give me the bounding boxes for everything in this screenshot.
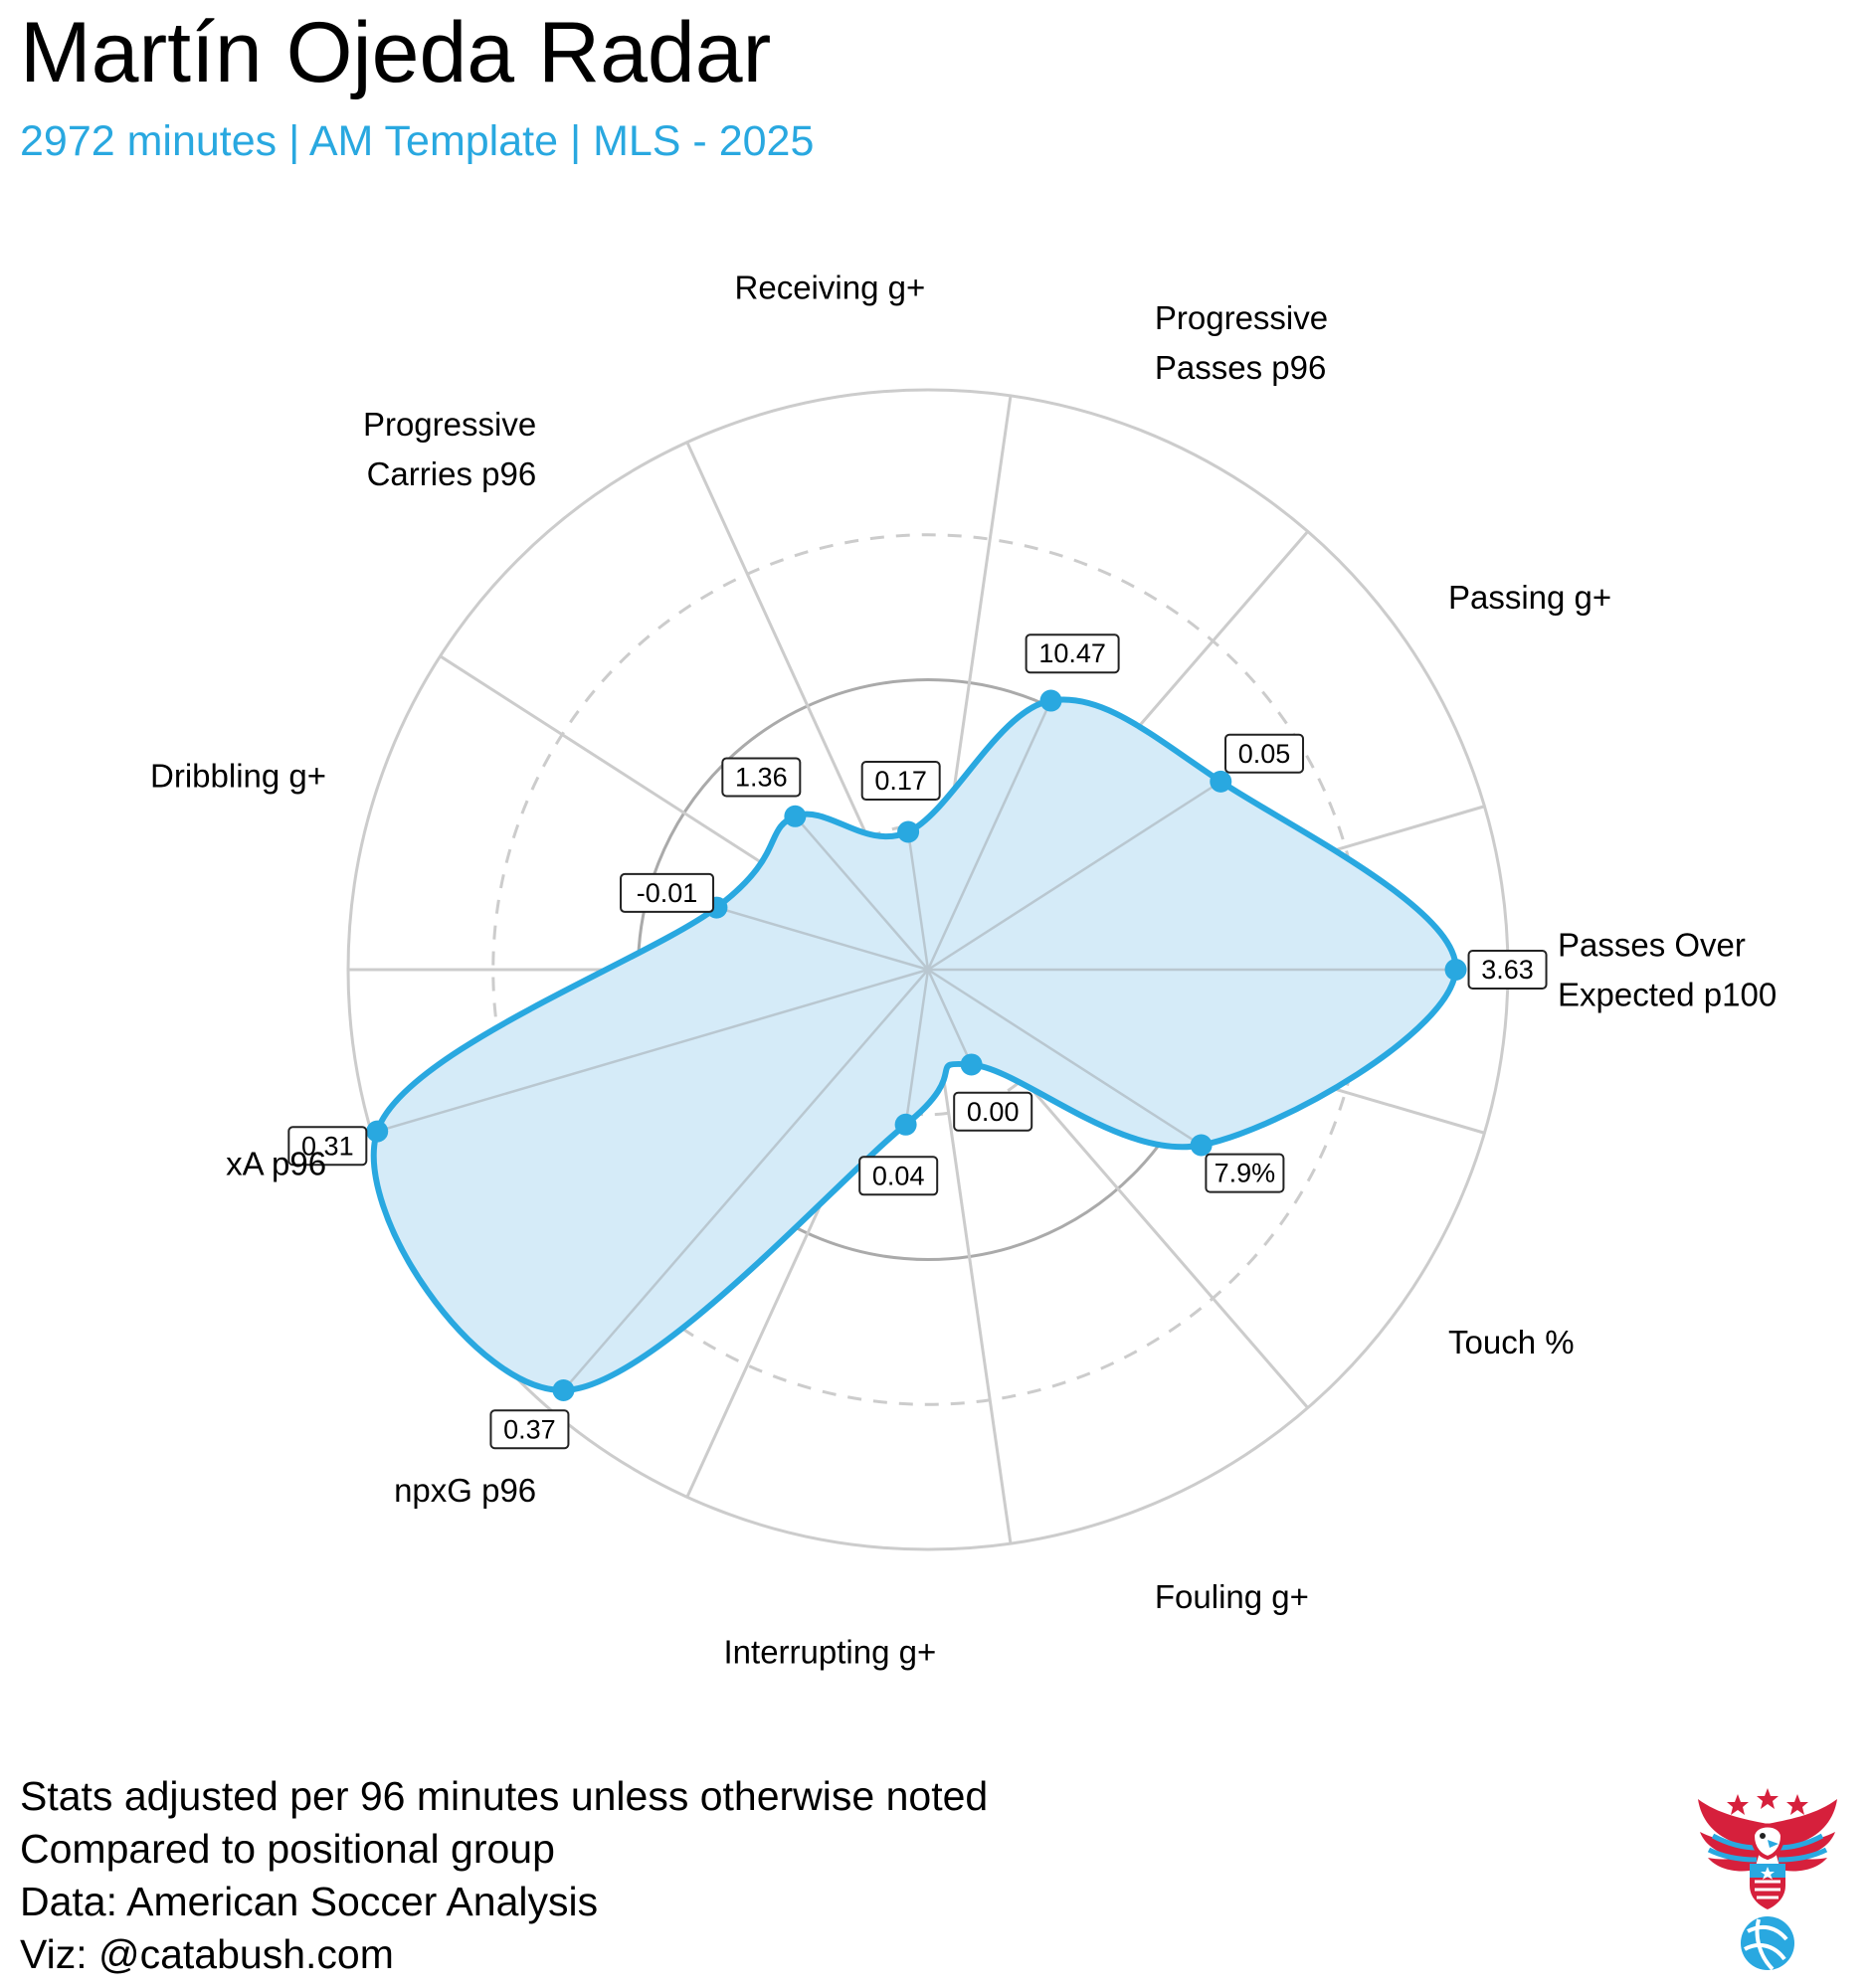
value-label: 0.31 — [287, 1126, 368, 1167]
axis-label: Progressive — [363, 406, 536, 443]
value-label: 0.04 — [858, 1156, 939, 1196]
value-label-box — [489, 1409, 570, 1450]
axis-label: Touch % — [1448, 1324, 1575, 1360]
chart-subtitle: 2972 minutes | AM Template | MLS - 2025 — [20, 117, 815, 165]
value-label-box — [1224, 733, 1305, 774]
footnote-line: Viz: @catabush.com — [20, 1931, 394, 1977]
value-label-box — [953, 1091, 1033, 1132]
value-label-box — [1467, 950, 1548, 990]
value-spoke — [376, 968, 929, 1133]
value-label-text: 7.9% — [1215, 1159, 1276, 1188]
value-spoke — [926, 700, 1052, 971]
value-spoke — [927, 780, 1221, 972]
value-label-box — [620, 872, 715, 913]
value-label: -0.01 — [620, 872, 715, 913]
eagle-head-icon — [1750, 1823, 1785, 1861]
data-point — [366, 1120, 389, 1143]
data-point — [552, 1378, 575, 1401]
value-label-box — [858, 1156, 939, 1196]
eagle-soccer-ball-logo — [1698, 1788, 1837, 1971]
data-point — [1039, 689, 1062, 712]
value-label: 1.36 — [721, 757, 802, 798]
value-label: 10.47 — [1025, 633, 1120, 674]
axis-label: Dribbling g+ — [150, 757, 326, 794]
axis-label: Progressive — [1155, 299, 1328, 336]
axis-label: Interrupting g+ — [724, 1633, 937, 1670]
value-label-box — [1205, 1153, 1285, 1193]
value-spoke — [906, 831, 930, 971]
data-point — [1210, 770, 1232, 793]
value-spoke — [904, 969, 930, 1125]
radar-chart: 3.63 0.05 10.47 0.17 1.36 -0.01 0.31 0.37 0.04 0.… — [150, 270, 1777, 1671]
radar-labels: Passes Over Expected p100 Passing g+ Progre… — [150, 270, 1777, 1671]
data-point — [960, 1053, 983, 1076]
axis-label: Receiving g+ — [735, 270, 926, 306]
chart-title: Martín Ojeda Radar — [20, 5, 772, 100]
value-label-text: 0.00 — [967, 1097, 1020, 1127]
data-point — [894, 1113, 917, 1136]
data-point — [784, 805, 807, 827]
value-spoke — [716, 906, 929, 972]
axis-label: npxG p96 — [394, 1472, 536, 1509]
soccer-ball-icon — [1741, 1916, 1794, 1971]
axis-label: xA p96 — [226, 1146, 326, 1182]
footnote-line: Stats adjusted per 96 minutes unless oth… — [20, 1773, 989, 1819]
footnote-line: Data: American Soccer Analysis — [20, 1879, 599, 1924]
value-label: 0.05 — [1224, 733, 1305, 774]
footnote-line: Compared to positional group — [20, 1826, 555, 1872]
value-label-text: 0.37 — [503, 1414, 556, 1444]
value-label-text: 3.63 — [1481, 955, 1534, 985]
value-label-text: 10.47 — [1038, 638, 1106, 668]
value-label-text: 0.31 — [301, 1131, 354, 1161]
value-label: 7.9% — [1205, 1153, 1285, 1193]
value-label-box — [1025, 633, 1120, 674]
value-label-text: 0.05 — [1238, 739, 1291, 769]
radar-points: 3.63 0.05 10.47 0.17 1.36 -0.01 0.31 0.37 0.04 0.… — [287, 633, 1548, 1450]
value-label-text: 0.17 — [874, 766, 927, 796]
axis-label: Expected p100 — [1558, 977, 1777, 1013]
shield-icon — [1750, 1864, 1785, 1909]
axis-label: Carries p96 — [367, 455, 537, 492]
axis-label: Fouling g+ — [1155, 1578, 1309, 1615]
value-spoke — [794, 814, 929, 971]
radar-outline — [370, 696, 1459, 1394]
value-label-box — [287, 1126, 368, 1167]
value-label-text: -0.01 — [637, 878, 698, 908]
value-label-text: 0.04 — [872, 1161, 925, 1190]
value-spoke — [926, 969, 973, 1065]
value-label: 0.00 — [953, 1091, 1033, 1132]
footnotes: Stats adjusted per 96 minutes unless oth… — [20, 1770, 988, 1981]
value-label-box — [721, 757, 802, 798]
radar-area — [370, 696, 1459, 1394]
data-point — [897, 820, 920, 843]
axis-label: Passing g+ — [1448, 579, 1611, 616]
value-label-box — [860, 761, 941, 802]
value-spoke — [562, 969, 929, 1391]
value-label: 0.37 — [489, 1409, 570, 1450]
value-label-text: 1.36 — [735, 762, 788, 792]
axis-label: Passes Over — [1558, 927, 1746, 964]
value-label: 3.63 — [1467, 950, 1548, 990]
value-spoke — [927, 968, 1203, 1147]
axis-label: Passes p96 — [1155, 349, 1326, 386]
star-icons — [1727, 1788, 1808, 1815]
data-point — [1190, 1134, 1213, 1157]
radar-fill — [373, 699, 1456, 1391]
data-point — [1444, 959, 1467, 981]
value-label: 0.17 — [860, 761, 941, 802]
